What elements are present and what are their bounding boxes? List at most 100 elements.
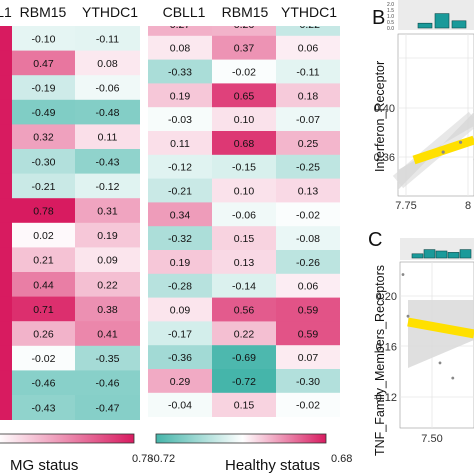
heatmap-cell <box>12 222 75 248</box>
data-point <box>458 140 463 144</box>
heatmap-cell <box>148 297 212 322</box>
heatmap-cell <box>12 50 75 76</box>
heatmap-cell <box>148 107 212 132</box>
heatmap-cell <box>148 321 212 346</box>
heatmap-cell <box>212 35 276 60</box>
scatter-panel-b: 2.01.51.00.50.0B 0.40 0.36 7.75 8 Interferon_… <box>372 0 474 212</box>
heatmap-cell <box>148 35 212 60</box>
heatmap-cell <box>276 131 340 156</box>
heatmap-cell-value: 0.10 <box>234 186 255 198</box>
heatmap-cell <box>148 369 212 394</box>
heatmap-cell <box>12 370 75 396</box>
heatmap-cell-value: -0.26 <box>296 257 320 269</box>
heatmap-cell <box>12 321 75 347</box>
heatmap-cell-value: -0.06 <box>232 209 256 221</box>
heatmap-cell-value: 0.13 <box>298 186 319 198</box>
legend-healthy-colorbar <box>155 433 327 444</box>
heatmap-cell-value: 0.07 <box>298 352 319 364</box>
heatmap-cell <box>75 99 140 125</box>
column-header: CBLL1 <box>163 4 206 20</box>
heatmap-cell-value: 0.18 <box>298 90 319 102</box>
heatmap-cell <box>212 273 276 298</box>
heatmap-cell-value: -0.12 <box>96 181 120 193</box>
heatmap-cell <box>0 272 12 297</box>
heatmap-cell <box>148 59 212 84</box>
heatmap-cell <box>276 202 340 227</box>
heatmap-cell-value: 0.19 <box>170 257 191 269</box>
heatmap-cell <box>148 202 212 227</box>
marginal-tick-label: 1.5 <box>387 8 394 14</box>
heatmap-cell-value: -0.35 <box>96 353 120 365</box>
heatmap-cell-value: -0.12 <box>168 162 192 174</box>
heatmap-cell <box>276 392 340 417</box>
marginal-bar <box>459 249 472 259</box>
y-tick-label: 0.20 <box>376 291 397 303</box>
heatmap-cell-value: 0.09 <box>170 305 191 317</box>
heatmap-cell <box>212 131 276 156</box>
heatmap-cell-value: -0.46 <box>32 378 56 390</box>
heatmap-cell <box>12 75 75 101</box>
marginal-bar <box>447 252 460 259</box>
heatmap-cell <box>148 226 212 251</box>
heatmap-cell <box>276 154 340 179</box>
y-axis-label: Interferon_Receptor <box>373 61 387 172</box>
heatmap-cell-value: -0.32 <box>168 233 192 245</box>
heatmap-cell-value: 0.31 <box>97 206 118 218</box>
heatmap-cell <box>276 35 340 60</box>
heatmap-cell <box>12 272 75 297</box>
heatmap-cell-value: 0.06 <box>298 281 319 293</box>
heatmap-cell-value: -0.02 <box>296 400 320 412</box>
heatmap-cell <box>75 272 140 297</box>
column-header: L1 <box>0 4 12 20</box>
heatmap-cell-value: -0.07 <box>296 114 320 126</box>
heatmap-cell-value: 0.37 <box>234 43 255 55</box>
y-tick-label: 0.12 <box>376 392 397 404</box>
marginal-tick-label: 0.5 <box>387 20 394 26</box>
heatmap-cell <box>12 345 75 371</box>
heatmap-cell <box>0 345 12 371</box>
legend-mg-colorbar <box>0 433 135 444</box>
column-header: RBM15 <box>20 4 67 20</box>
heatmap-cell <box>276 83 340 108</box>
data-point <box>406 314 410 318</box>
heatmap-cell-value: 0.09 <box>97 255 118 267</box>
fit-line <box>412 135 474 165</box>
heatmap-cell-value: -0.36 <box>168 352 192 364</box>
heatmap-cell-value: 0.10 <box>234 114 255 126</box>
confidence-band <box>408 300 474 368</box>
heatmap-cell <box>276 297 340 322</box>
marginal-tick-label: 1.0 <box>387 14 394 20</box>
heatmap-cell <box>212 59 276 84</box>
heatmap-cell <box>75 345 140 371</box>
heatmap-cell-value: 0.41 <box>97 329 118 341</box>
column-header: RBM15 <box>222 4 269 20</box>
legend-healthy-max-label: 0.68 <box>331 453 352 465</box>
heatmap-cell-value: -0.14 <box>232 281 256 293</box>
column-header: YTHDC1 <box>281 4 337 20</box>
heatmap-cell <box>148 178 212 203</box>
heatmap-cell-value: -0.11 <box>296 67 319 79</box>
marginal-bar <box>411 253 424 259</box>
heatmap-cell <box>75 296 140 322</box>
heatmap-cell <box>0 26 12 51</box>
heatmap-cell-value: 0.65 <box>234 90 255 102</box>
heatmap-cell <box>75 124 140 150</box>
heatmap-cell <box>212 345 276 370</box>
heatmap-cell-value: 0.47 <box>33 58 54 70</box>
heatmap-cell-value: 0.25 <box>298 138 319 150</box>
heatmap-cell-value: -0.28 <box>168 281 192 293</box>
heatmap-cell <box>75 75 140 101</box>
heatmap-cell-value: 0.22 <box>234 328 255 340</box>
heatmap-cell-value: 0.59 <box>298 305 319 317</box>
heatmap-cell <box>212 369 276 394</box>
marginal-bar <box>435 250 448 259</box>
heatmap-cell <box>12 173 75 199</box>
heatmap-cell <box>148 154 212 179</box>
heatmap-cell <box>212 321 276 346</box>
heatmap-cell-value: -0.30 <box>32 156 56 168</box>
heatmap-cell-value: -0.06 <box>96 83 120 95</box>
heatmap-cell <box>0 99 12 125</box>
heatmap-cell <box>212 226 276 251</box>
heatmap-cell-value: -0.02 <box>296 209 320 221</box>
legend-healthy-min-label: -0.72 <box>150 453 175 465</box>
